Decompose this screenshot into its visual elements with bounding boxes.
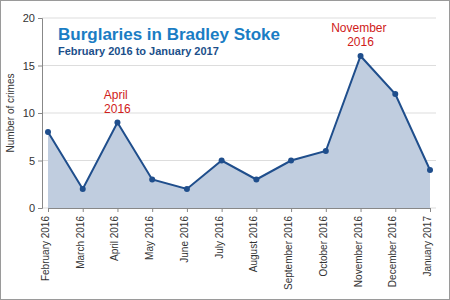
marker bbox=[392, 91, 398, 97]
chart: 0 5 10 15 20 February 2016 March 2016 April 201… bbox=[0, 0, 450, 300]
y-tick: 0 bbox=[29, 202, 42, 214]
y-tick: 15 bbox=[23, 60, 42, 72]
x-tick: March 2016 bbox=[75, 208, 86, 269]
x-tick: February 2016 bbox=[40, 208, 51, 281]
x-tick-mark bbox=[395, 208, 396, 212]
marker bbox=[427, 167, 433, 173]
x-tick-label: March 2016 bbox=[75, 216, 86, 269]
y-axis: 0 5 10 15 20 bbox=[23, 12, 43, 214]
line bbox=[48, 56, 430, 189]
y-tick-label: 5 bbox=[29, 155, 35, 167]
x-tick-mark bbox=[48, 208, 49, 212]
marker bbox=[80, 186, 86, 192]
plot: 0 5 10 15 20 February 2016 March 2016 April 201… bbox=[23, 12, 436, 290]
x-tick-mark bbox=[291, 208, 292, 212]
marker bbox=[253, 177, 259, 183]
subtitle: February 2016 to January 2017 bbox=[58, 45, 219, 57]
x-tick: September 2016 bbox=[283, 208, 294, 290]
frame bbox=[1, 1, 450, 300]
x-tick-label: April 2016 bbox=[109, 216, 120, 261]
x-tick: July 2016 bbox=[214, 208, 225, 259]
x-tick-mark bbox=[256, 208, 257, 212]
y-axis-title: Number of crimes bbox=[5, 74, 16, 153]
y-axis-line bbox=[38, 19, 43, 209]
x-tick-mark bbox=[117, 208, 118, 212]
x-tick-label: December 2016 bbox=[387, 216, 398, 288]
x-tick: April 2016 bbox=[109, 208, 120, 261]
grid bbox=[42, 18, 436, 208]
annotation-line: 2016 bbox=[104, 102, 131, 116]
area bbox=[48, 56, 430, 208]
y-tick-mark bbox=[38, 208, 42, 209]
annotation-line: November bbox=[331, 21, 390, 35]
x-axis-line bbox=[49, 209, 431, 213]
marker bbox=[323, 148, 329, 154]
y-tick-label: 0 bbox=[29, 202, 35, 214]
x-tick-label: August 2016 bbox=[248, 216, 259, 273]
x-tick-mark bbox=[152, 208, 153, 212]
annotation-line: 2016 bbox=[347, 35, 374, 49]
x-tick-mark bbox=[361, 208, 362, 212]
x-tick: January 2017 bbox=[422, 208, 433, 277]
annotation: November 2016 bbox=[331, 21, 390, 49]
y-tick-mark bbox=[38, 113, 42, 114]
title: Burglaries in Bradley Stoke bbox=[58, 25, 280, 44]
x-tick-label: July 2016 bbox=[214, 216, 225, 259]
x-tick-label: May 2016 bbox=[144, 216, 155, 260]
marker bbox=[219, 158, 225, 164]
x-tick: June 2016 bbox=[179, 208, 190, 263]
y-tick: 20 bbox=[23, 12, 42, 24]
y-tick-mark bbox=[38, 161, 42, 162]
x-tick-label: June 2016 bbox=[179, 216, 190, 263]
x-tick-mark bbox=[326, 208, 327, 212]
marker bbox=[45, 129, 51, 135]
grid-line bbox=[42, 65, 436, 66]
x-tick: August 2016 bbox=[248, 208, 259, 272]
x-axis: February 2016 March 2016 April 2016 May 201… bbox=[40, 208, 433, 290]
x-tick-mark bbox=[222, 208, 223, 212]
annotation: April 2016 bbox=[104, 88, 131, 116]
x-tick-mark bbox=[187, 208, 188, 212]
marker bbox=[149, 177, 155, 183]
marker bbox=[184, 186, 190, 192]
annotation-line: April bbox=[104, 88, 131, 102]
x-tick-mark bbox=[430, 208, 431, 212]
x-tick-label: February 2016 bbox=[40, 216, 51, 281]
y-tick-mark bbox=[38, 18, 42, 19]
y-tick-mark bbox=[38, 66, 42, 67]
x-tick-mark bbox=[83, 208, 84, 212]
grid-line bbox=[42, 18, 436, 19]
x-tick-label: January 2017 bbox=[422, 216, 433, 277]
y-tick-label: 20 bbox=[23, 12, 35, 24]
x-tick: May 2016 bbox=[144, 208, 155, 260]
series bbox=[45, 53, 433, 208]
y-tick: 5 bbox=[29, 155, 42, 167]
x-tick: October 2016 bbox=[318, 208, 329, 277]
x-tick: November 2016 bbox=[353, 208, 364, 287]
x-tick: December 2016 bbox=[387, 208, 398, 287]
x-tick-label: October 2016 bbox=[318, 216, 329, 277]
y-tick-label: 10 bbox=[23, 107, 35, 119]
x-tick-label: September 2016 bbox=[283, 216, 294, 290]
marker bbox=[114, 120, 120, 126]
marker bbox=[358, 53, 364, 59]
x-tick-label: November 2016 bbox=[353, 216, 364, 288]
y-tick-label: 15 bbox=[23, 60, 35, 72]
marker bbox=[288, 158, 294, 164]
y-tick: 10 bbox=[23, 107, 42, 119]
